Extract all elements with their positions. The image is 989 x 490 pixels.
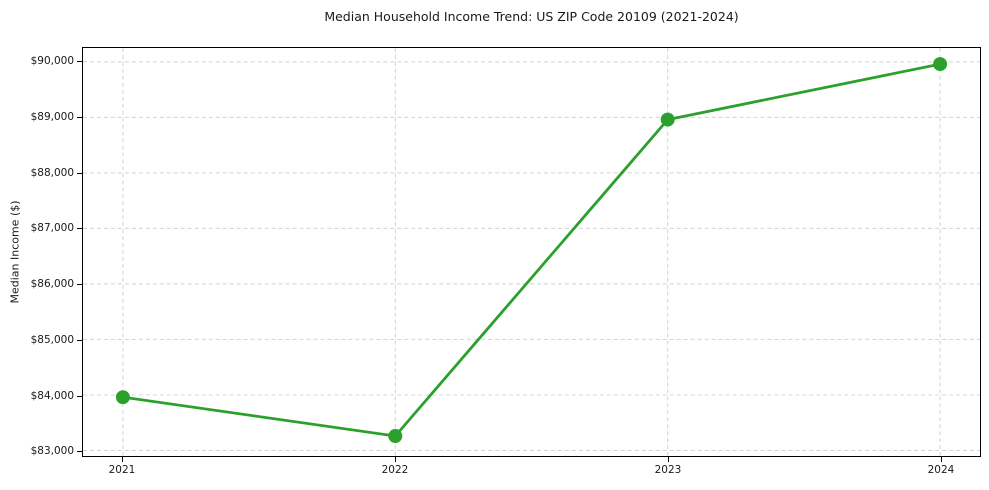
y-tick-mark — [77, 284, 82, 286]
y-tick-label: $86,000 — [30, 278, 74, 291]
data-point-2021 — [115, 390, 130, 405]
y-tick-mark — [77, 228, 82, 230]
x-tick-label: 2022 — [381, 464, 409, 476]
x-tick-mark — [395, 457, 396, 462]
y-tick-label: $90,000 — [30, 54, 74, 67]
y-tick-mark — [77, 116, 82, 118]
y-tick-label: $85,000 — [30, 333, 74, 346]
y-tick-label: $88,000 — [30, 166, 74, 179]
data-point-2024 — [933, 57, 948, 72]
x-tick-label: 2021 — [108, 464, 136, 476]
x-tick-label: 2024 — [927, 464, 955, 476]
x-tick-mark — [667, 457, 669, 462]
y-tick-mark — [77, 60, 82, 62]
y-tick-mark — [77, 451, 82, 453]
y-tick-label: $87,000 — [30, 222, 74, 235]
plot-area — [82, 47, 981, 457]
y-tick-mark — [77, 395, 82, 397]
x-tick-label: 2023 — [654, 464, 682, 476]
line-chart-svg — [83, 48, 980, 456]
y-tick-label: $89,000 — [30, 110, 74, 123]
y-tick-label: $84,000 — [30, 389, 74, 402]
x-tick-mark — [940, 457, 942, 462]
y-tick-mark — [77, 172, 82, 174]
data-line — [121, 62, 942, 438]
chart-title: Median Household Income Trend: US ZIP Co… — [324, 9, 739, 24]
y-tick-label: $83,000 — [30, 445, 74, 458]
x-tick-mark — [122, 457, 123, 462]
data-point-2022 — [388, 429, 403, 443]
data-point-2023 — [660, 112, 675, 127]
y-tick-mark — [77, 339, 82, 341]
